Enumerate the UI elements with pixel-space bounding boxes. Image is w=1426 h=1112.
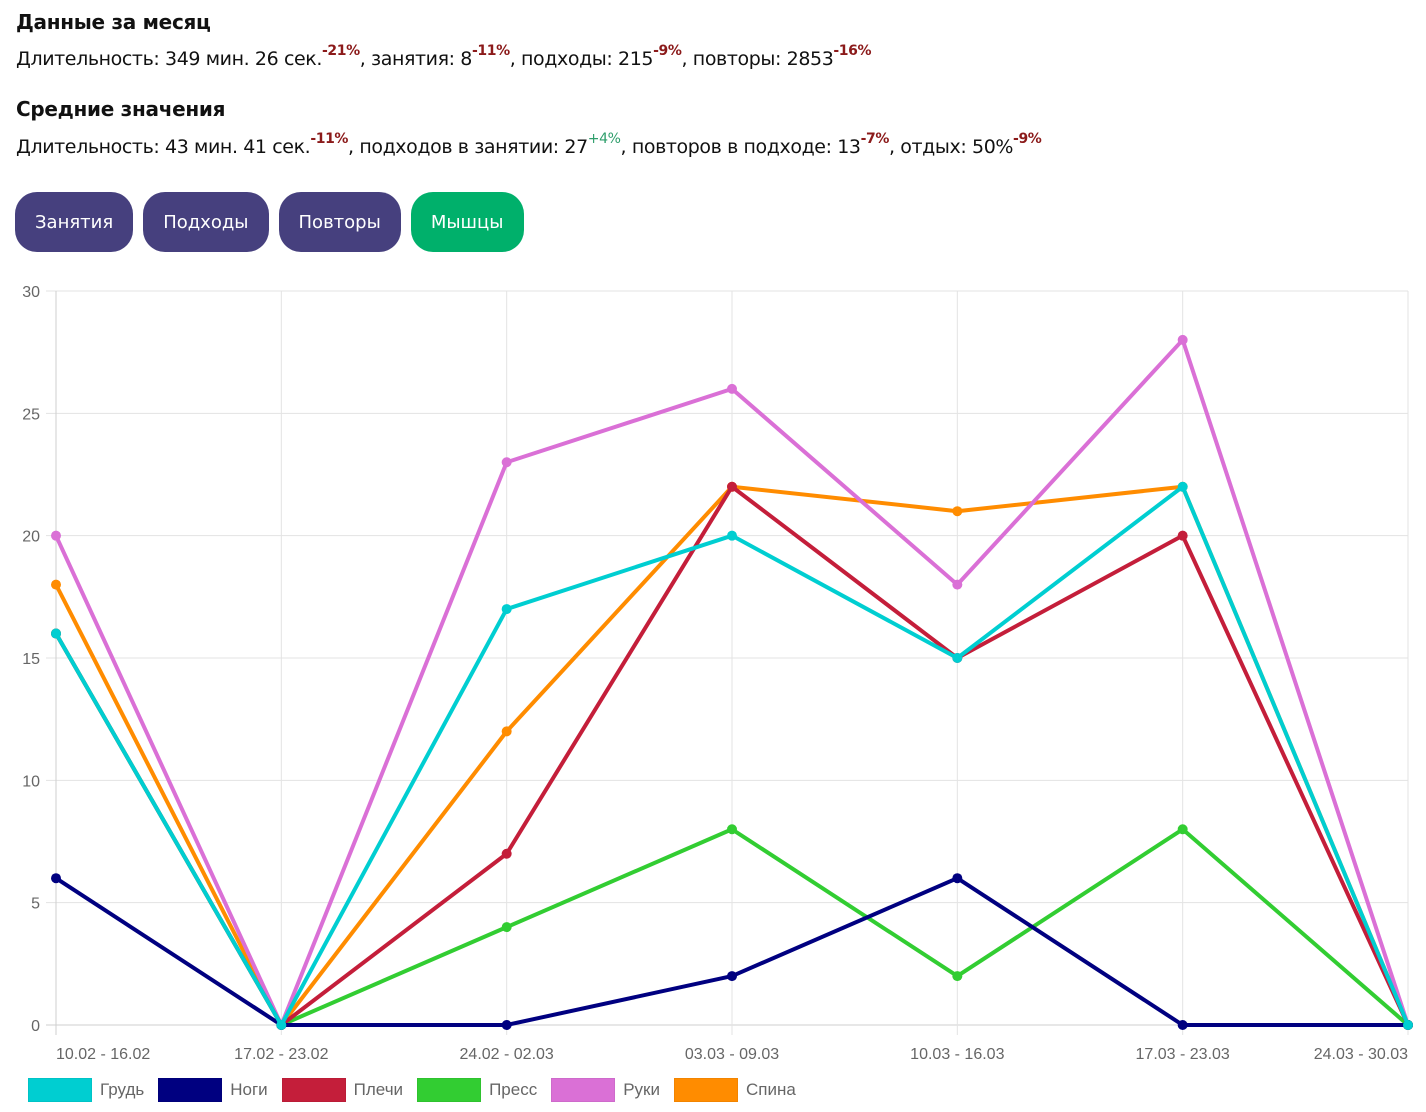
stat-reps-delta: -16% [833, 43, 872, 59]
avg-sets-per-session: , подходов в занятии: 27 [348, 136, 588, 158]
data-point-Спина [501, 726, 512, 737]
stat-sets: , подходы: 215 [509, 48, 654, 70]
x-tick-label: 03.03 - 09.03 [685, 1046, 779, 1063]
data-point-Пресс [727, 824, 737, 835]
data-point-Руки [501, 457, 512, 468]
y-tick-label: 25 [22, 406, 40, 423]
data-point-Грудь [1403, 1020, 1413, 1030]
data-point-Ноги [501, 1020, 512, 1030]
x-tick-label: 10.02 - 16.02 [56, 1046, 150, 1063]
legend-item[interactable]: Спина [673, 1078, 796, 1102]
data-point-Пресс [1177, 824, 1188, 835]
legend-swatch [28, 1078, 92, 1102]
avg-rest-delta: -9% [1013, 131, 1042, 147]
legend-swatch [673, 1078, 738, 1102]
x-tick-label: 17.03 - 23.03 [1136, 1046, 1230, 1063]
data-point-Ноги [952, 873, 963, 884]
legend-item[interactable]: Грудь [28, 1078, 144, 1102]
y-tick-label: 20 [22, 529, 40, 546]
legend-swatch [158, 1078, 223, 1102]
legend-item[interactable]: Пресс [417, 1078, 537, 1102]
stat-sessions: , занятия: 8 [359, 48, 473, 70]
y-tick-label: 10 [22, 773, 40, 790]
data-point-Грудь [727, 530, 737, 541]
data-point-Руки [727, 383, 737, 394]
tab-sessions[interactable]: Занятия [15, 192, 134, 252]
tab-reps[interactable]: Повторы [278, 192, 401, 252]
data-point-Грудь [51, 628, 61, 639]
avg-sets-per-session-delta: +4% [587, 131, 621, 147]
stat-reps: , повторы: 2853 [681, 48, 834, 70]
data-point-Грудь [952, 653, 963, 663]
x-tick-label: 10.03 - 16.03 [910, 1046, 1004, 1063]
y-tick-label: 15 [22, 651, 40, 668]
data-point-Плечи [727, 481, 737, 492]
data-point-Грудь [276, 1020, 287, 1030]
stat-duration: Длительность: 349 мин. 26 сек. [16, 48, 322, 70]
avg-reps-per-set: , повторов в подходе: 13 [620, 136, 861, 158]
legend-label: Спина [745, 1080, 796, 1099]
avg-reps-per-set-delta: -7% [860, 131, 890, 147]
chart-tabs: Занятия Подходы Повторы Мышцы [15, 192, 524, 252]
data-point-Плечи [1177, 530, 1188, 541]
legend-label: Руки [623, 1080, 660, 1099]
data-point-Руки [952, 579, 963, 590]
legend-label: Плечи [353, 1080, 404, 1099]
data-point-Ноги [727, 971, 737, 982]
legend-swatch [281, 1078, 346, 1102]
x-tick-label: 24.03 - 30.03 [1314, 1046, 1408, 1063]
avg-duration-delta: -11% [310, 131, 349, 147]
y-tick-label: 30 [22, 284, 40, 301]
averages-title: Средние значения [16, 97, 226, 121]
legend-swatch [417, 1078, 482, 1102]
monthly-stats: Длительность: 349 мин. 26 сек.-21%, заня… [16, 44, 872, 70]
monthly-title: Данные за месяц [16, 10, 211, 34]
muscles-line-chart: 0 5 10 15 20 25 30 10.02 - 16.02 17.02 - 23.02 24… [22, 284, 1413, 1063]
data-point-Спина [952, 506, 963, 517]
x-tick-label: 17.02 - 23.02 [234, 1046, 328, 1063]
average-stats: Длительность: 43 мин. 41 сек.-11%, подхо… [16, 132, 1042, 158]
data-point-Руки [1177, 334, 1188, 345]
stat-sets-delta: -9% [653, 43, 682, 59]
data-point-Спина [51, 579, 61, 590]
legend-item[interactable]: Плечи [281, 1078, 404, 1102]
avg-rest: , отдых: 50% [889, 136, 1014, 158]
data-point-Грудь [1177, 481, 1188, 492]
legend-swatch [551, 1078, 616, 1102]
legend-label: Грудь [100, 1080, 145, 1099]
stat-sessions-delta: -11% [472, 43, 510, 59]
y-tick-label: 5 [31, 896, 40, 913]
data-point-Грудь [501, 604, 512, 615]
tab-muscles[interactable]: Мышцы [410, 192, 524, 252]
legend-item[interactable]: Ноги [158, 1078, 268, 1102]
legend-item[interactable]: Руки [551, 1078, 660, 1102]
data-point-Пресс [501, 922, 512, 933]
data-point-Пресс [952, 971, 963, 982]
x-tick-label: 24.02 - 02.03 [460, 1046, 554, 1063]
y-tick-label: 0 [31, 1018, 40, 1035]
legend-label: Пресс [489, 1080, 538, 1099]
tab-sets[interactable]: Подходы [143, 192, 269, 252]
stat-duration-delta: -21% [322, 43, 360, 59]
avg-duration: Длительность: 43 мин. 41 сек. [16, 136, 311, 158]
legend-label: Ноги [230, 1080, 268, 1099]
data-point-Плечи [501, 848, 512, 859]
data-point-Ноги [51, 873, 61, 884]
data-point-Руки [51, 530, 61, 541]
data-point-Ноги [1177, 1020, 1188, 1030]
chart-legend: Грудь Ноги Плечи Пресс Руки Спина [28, 1078, 810, 1102]
